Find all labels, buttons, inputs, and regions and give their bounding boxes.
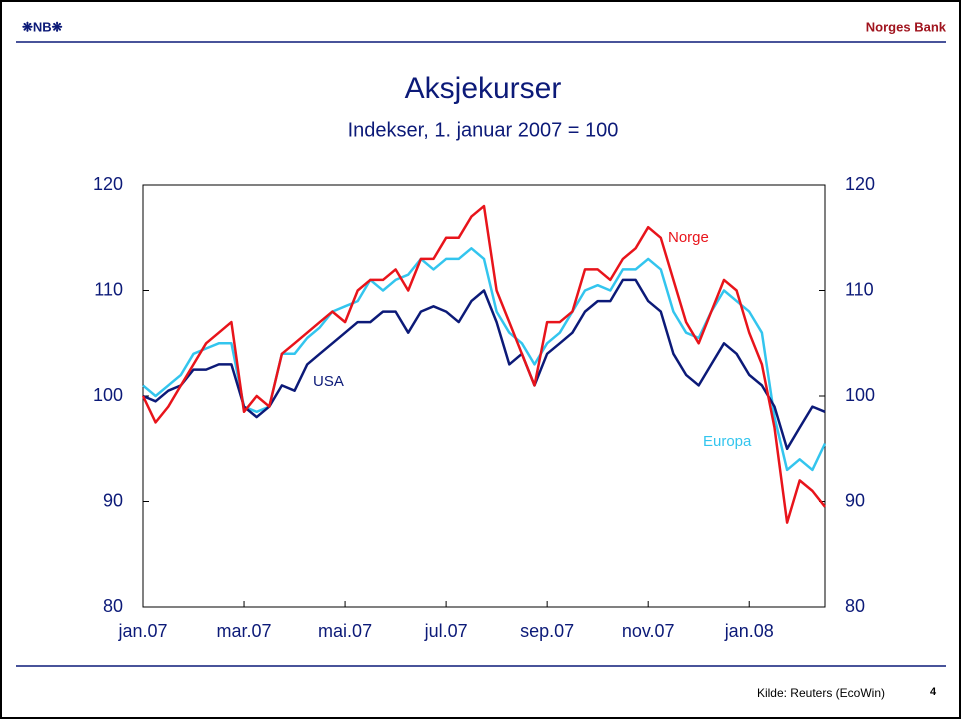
- source: Kilde: Reuters (EcoWin): [757, 686, 885, 700]
- x-tick-label: jan.07: [117, 621, 167, 641]
- y2-tick-label: 120: [845, 174, 875, 194]
- x-tick-label: nov.07: [622, 621, 675, 641]
- y2-tick-label: 80: [845, 596, 865, 616]
- series-label: Norge: [668, 229, 709, 246]
- series-line: [142, 278, 826, 451]
- org-name: Norges Bank: [866, 19, 947, 34]
- y-tick-label: 110: [94, 279, 123, 299]
- page-number: 4: [930, 686, 937, 698]
- series-label: Europa: [703, 433, 752, 450]
- x-tick-label: sep.07: [520, 621, 574, 641]
- x-tick-label: jan.08: [724, 621, 774, 641]
- y2-tick-label: 110: [845, 279, 874, 299]
- x-tick-label: jul.07: [424, 621, 468, 641]
- x-tick-label: mai.07: [318, 621, 372, 641]
- y-tick-label: 120: [93, 174, 123, 194]
- y2-tick-label: 90: [845, 490, 865, 510]
- chart-subtitle: Indekser, 1. januar 2007 = 100: [348, 119, 619, 141]
- series-line: [141, 204, 826, 524]
- chart-title: Aksjekurser: [405, 72, 562, 105]
- logo: ❋NB❋: [22, 19, 63, 34]
- y-tick-label: 100: [93, 385, 123, 405]
- series-label: USA: [313, 373, 344, 390]
- y-tick-label: 80: [103, 596, 123, 616]
- y2-tick-label: 100: [845, 385, 875, 405]
- x-tick-label: mar.07: [217, 621, 272, 641]
- y-tick-label: 90: [103, 490, 123, 510]
